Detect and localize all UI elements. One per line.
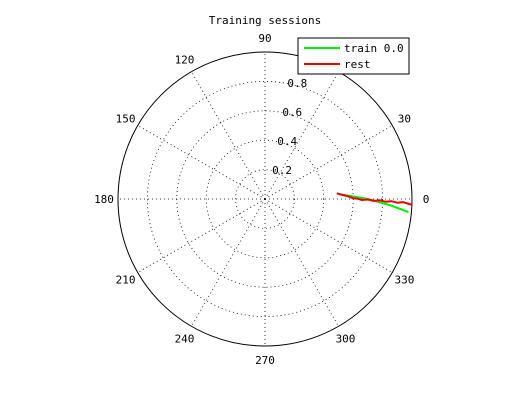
r-tick-label: 0.4 (277, 135, 297, 148)
theta-tick-label: 210 (116, 274, 136, 287)
r-tick-label: 0.6 (282, 106, 302, 119)
theta-tick-label: 150 (116, 113, 136, 126)
grid-ring (146, 81, 383, 317)
grid-spoke (191, 71, 266, 200)
theta-tick-label: 180 (94, 193, 114, 206)
grid-ring (205, 139, 325, 259)
r-tick-label: 0.8 (287, 77, 307, 90)
series-lines (336, 192, 413, 214)
grid-spoke (264, 198, 339, 327)
theta-tick-label: 240 (175, 332, 195, 345)
theta-tick-label: 300 (336, 332, 356, 345)
theta-tick-label: 330 (394, 274, 414, 287)
theta-tick-label: 90 (258, 32, 271, 45)
grid-spoke (137, 198, 266, 273)
legend: train 0.0 rest (297, 37, 410, 75)
grid-spoke (191, 198, 266, 327)
chart-title: Training sessions (209, 14, 322, 27)
grid-spoke (264, 125, 393, 200)
grid-spoke (264, 198, 393, 273)
theta-tick-label: 30 (398, 113, 411, 126)
grid-ring (235, 169, 295, 229)
theta-tick-label: 0 (423, 193, 430, 206)
theta-tick-label: 270 (255, 354, 275, 367)
legend-label: train 0.0 (344, 42, 404, 55)
legend-label: rest (344, 58, 371, 71)
grid-spoke (264, 71, 339, 200)
theta-tick-label: 120 (175, 54, 195, 67)
legend-box (297, 37, 410, 75)
r-tick-label: 0.2 (272, 164, 292, 177)
series-line-train (337, 192, 409, 214)
grid-spoke (137, 125, 266, 200)
series-line-rest (336, 192, 413, 206)
